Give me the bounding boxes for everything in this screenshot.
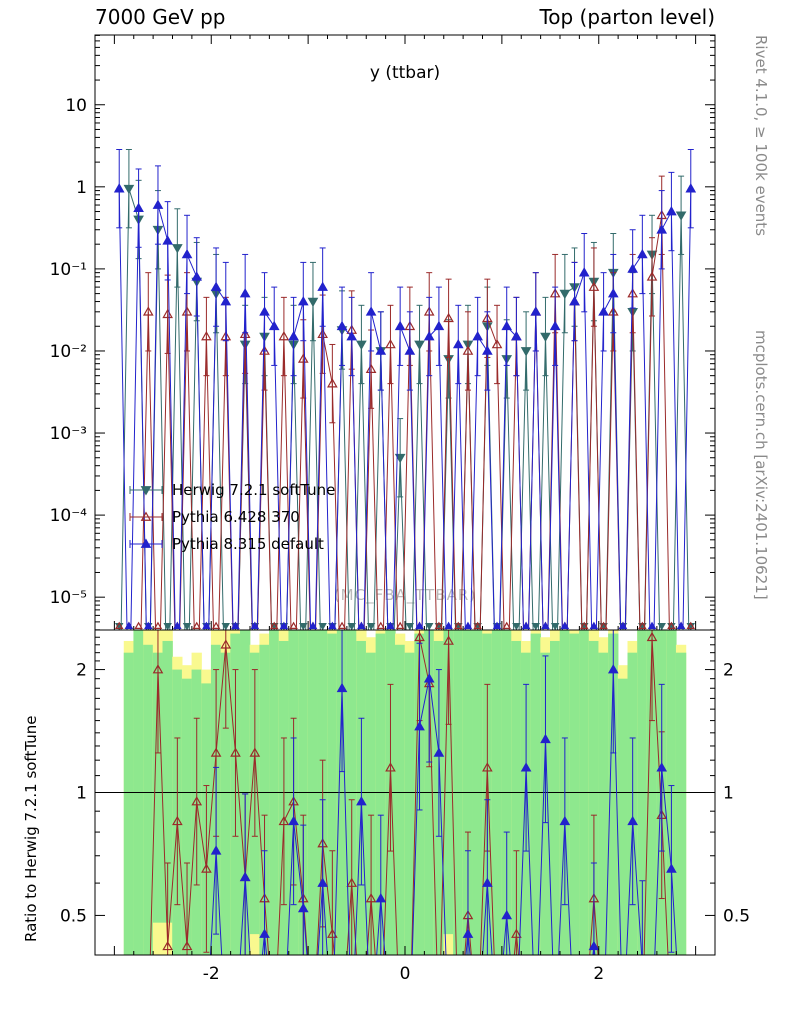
- svg-text:-2: -2: [203, 964, 220, 984]
- svg-text:0: 0: [400, 964, 411, 984]
- mcplots-credit-label: mcplots.cern.ch [arXiv:2401.10621]: [752, 330, 770, 600]
- legend-item-pythia6: Pythia 6.428 370: [128, 503, 335, 530]
- beam-energy-label: 7000 GeV pp: [95, 5, 226, 29]
- legend: Herwig 7.2.1 softTune Pythia 6.428 370 P…: [128, 476, 335, 557]
- legend-item-herwig: Herwig 7.2.1 softTune: [128, 476, 335, 503]
- pythia6-marker-icon: [129, 510, 163, 521]
- svg-text:10⁻⁵: 10⁻⁵: [50, 588, 87, 608]
- ratio-series: [95, 630, 715, 955]
- observable-title: y (ttbar): [369, 63, 441, 83]
- svg-text:10⁻³: 10⁻³: [50, 424, 87, 444]
- svg-text:2: 2: [76, 661, 87, 681]
- series-line: [113, 148, 697, 630]
- svg-text:1: 1: [76, 178, 87, 198]
- axes-frame-ticks: [94, 34, 716, 956]
- svg-text:1: 1: [76, 784, 87, 804]
- svg-text:10⁻⁴: 10⁻⁴: [50, 506, 88, 526]
- svg-text:10: 10: [65, 96, 87, 116]
- herwig-marker-icon: [129, 485, 163, 496]
- rivet-version-label: Rivet 4.1.0, ≥ 100k events: [752, 35, 770, 237]
- legend-label-pythia8: Pythia 8.315 default: [172, 534, 324, 553]
- legend-label-herwig: Herwig 7.2.1 softTune: [172, 480, 336, 499]
- svg-text:10⁻²: 10⁻²: [50, 342, 87, 362]
- main-series: [113, 148, 697, 630]
- legend-item-pythia8: Pythia 8.315 default: [128, 530, 335, 557]
- svg-text:2: 2: [593, 964, 604, 984]
- svg-text:1: 1: [723, 784, 734, 804]
- svg-text:0.5: 0.5: [723, 906, 750, 926]
- svg-text:2: 2: [723, 661, 734, 681]
- legend-label-pythia6: Pythia 6.428 370: [172, 507, 300, 526]
- pythia8-marker-icon: [129, 537, 163, 548]
- process-label: Top (parton level): [539, 5, 715, 29]
- ratio-axis-title: Ratio to Herwig 7.2.1 softTune: [22, 715, 40, 942]
- svg-text:10⁻¹: 10⁻¹: [50, 260, 87, 280]
- svg-text:0.5: 0.5: [60, 906, 87, 926]
- series-line: [210, 630, 678, 955]
- tick-labels: 10 1 10⁻¹ 10⁻² 10⁻³ 10⁻⁴ 10⁻⁵ 2 2 1 1 0.5 0.5 -2 0 2: [50, 96, 750, 984]
